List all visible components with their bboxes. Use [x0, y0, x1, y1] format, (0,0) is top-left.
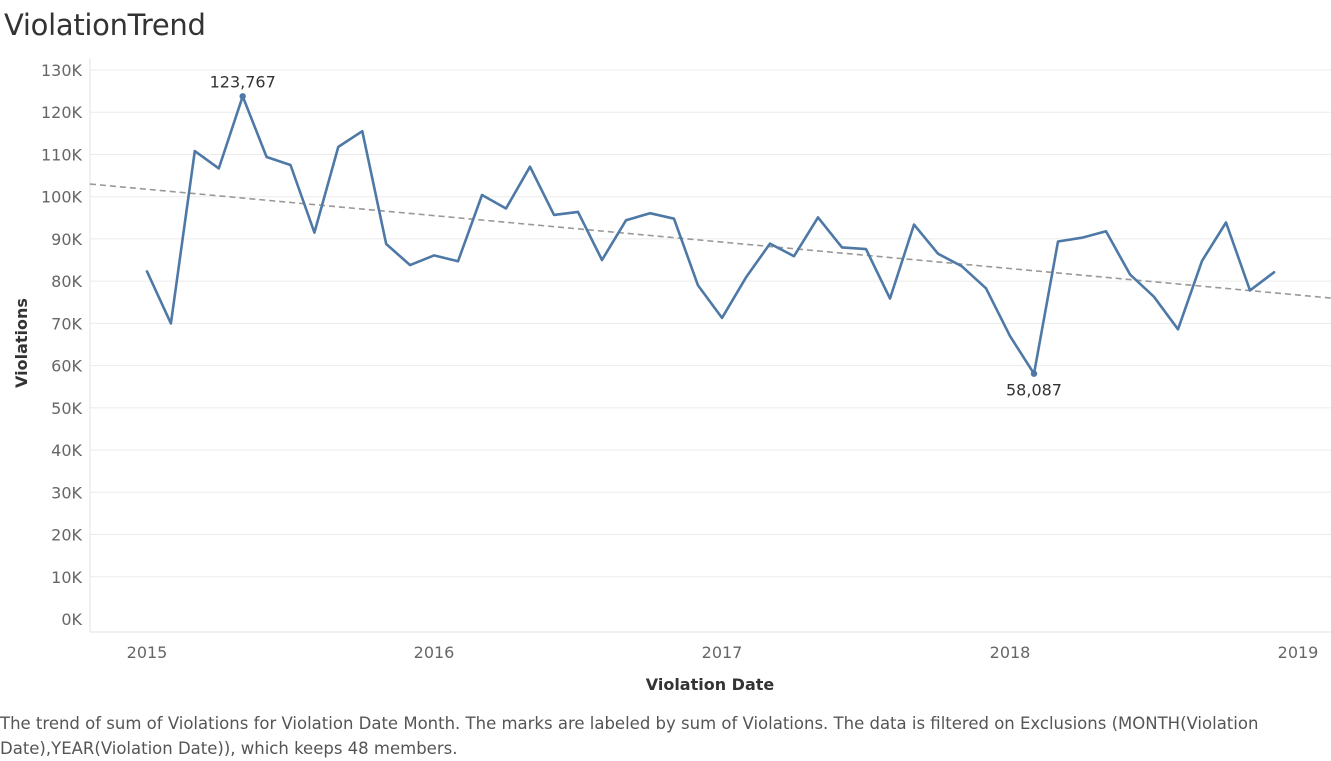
mark-labels: 123,767 58,087 — [210, 72, 1062, 399]
x-tick-label: 2016 — [414, 643, 455, 662]
labeled-point — [1030, 370, 1038, 377]
y-tick-label: 110K — [41, 145, 83, 164]
trend-line-group — [89, 183, 1331, 299]
y-tick-label: 80K — [51, 272, 82, 291]
chart-title: ViolationTrend — [4, 8, 206, 42]
y-tick-label: 0K — [61, 610, 82, 629]
series-line — [145, 95, 1276, 376]
y-tick-label: 20K — [51, 526, 82, 545]
series-group — [145, 95, 1276, 376]
y-tick-label: 60K — [51, 357, 82, 376]
data-label: 123,767 — [210, 72, 276, 91]
x-axis-ticks: 2015 2016 2017 2018 2019 — [127, 643, 1319, 662]
y-axis-ticks: 0K 10K 20K 30K 40K 50K 60K 70K 80K 90K 100K 110K 120… — [41, 61, 83, 629]
x-tick-label: 2017 — [702, 643, 743, 662]
y-tick-label: 30K — [51, 483, 82, 502]
y-tick-label: 10K — [51, 568, 82, 587]
y-tick-label: 90K — [51, 230, 82, 249]
x-tick-label: 2015 — [127, 643, 168, 662]
line-chart: 0K 10K 20K 30K 40K 50K 60K 70K 80K 90K 100K 110K 120… — [12, 58, 1331, 694]
labeled-point — [239, 93, 246, 100]
y-tick-label: 100K — [41, 188, 83, 207]
y-tick-label: 120K — [41, 103, 83, 122]
x-axis-title: Violation Date — [646, 675, 775, 694]
chart-caption: The trend of sum of Violations for Viola… — [0, 714, 1259, 758]
y-tick-label: 50K — [51, 399, 82, 418]
trend-line — [89, 183, 1331, 299]
data-label: 58,087 — [1006, 381, 1062, 400]
x-tick-label: 2019 — [1278, 643, 1319, 662]
y-tick-label: 40K — [51, 441, 82, 460]
y-tick-label: 130K — [41, 61, 83, 80]
y-axis-title: Violations — [12, 298, 31, 388]
x-tick-label: 2018 — [990, 643, 1031, 662]
gridlines — [89, 58, 1331, 633]
y-tick-label: 70K — [51, 314, 82, 333]
